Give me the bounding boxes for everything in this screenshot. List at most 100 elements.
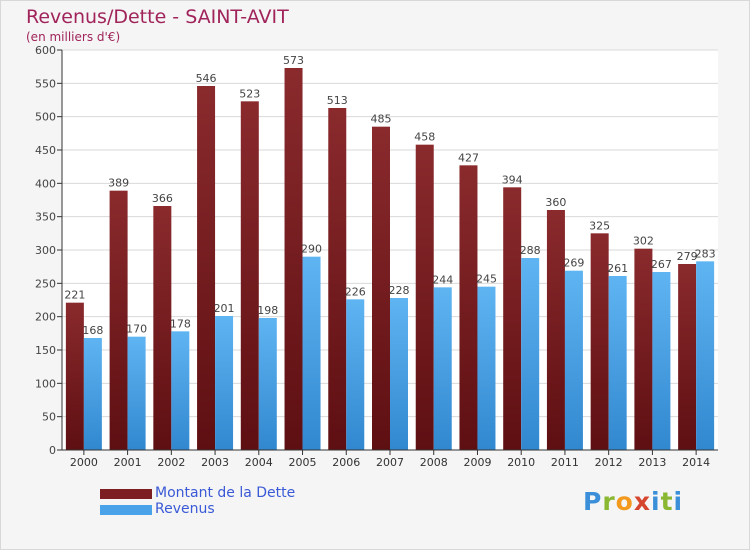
data-label-revenue: 269 [563,257,584,270]
bar-debt [678,264,697,450]
data-label-revenue: 226 [345,285,366,298]
x-tick-label: 2000 [70,456,98,469]
axes-group: 0 50 100 150 200 250 300 350 400 450 500 550 600 2000… [35,44,718,469]
data-label-revenue: 245 [476,273,497,286]
x-tick-label: 2013 [638,456,666,469]
bar-debt [415,144,434,450]
bar-debt [328,108,347,450]
y-tick-label: 0 [49,444,56,457]
proxiti-logo: Proxiti [583,487,683,516]
bars-group [65,68,715,451]
chart-subtitle: (en milliers d'€) [26,30,121,44]
data-label-revenue: 201 [214,302,235,315]
bar-debt [197,86,216,450]
x-tick-label: 2007 [376,456,404,469]
y-tick-label: 200 [35,311,56,324]
bar-revenue [302,256,321,450]
data-label-revenue: 198 [257,304,278,317]
x-tick-label: 2012 [595,456,623,469]
bar-revenue [127,336,146,450]
x-tick-label: 2010 [507,456,535,469]
logo-letter: i [651,487,661,516]
data-label-debt: 279 [677,250,698,263]
y-tick-label: 300 [35,244,56,257]
logo-letter: t [660,487,674,516]
data-label-revenue: 290 [301,243,322,256]
y-tick-label: 400 [35,177,56,190]
bar-debt [284,68,303,450]
bar-debt [546,210,565,450]
bar-revenue [258,318,277,450]
y-tick-label: 250 [35,277,56,290]
data-label-revenue: 283 [695,247,716,260]
data-labels-group: 221 168 389 170 366 178 546 201 523 198 573 290 513 2… [64,54,715,337]
bar-revenue [477,286,496,450]
bar-revenue [521,258,540,450]
chart-title: Revenus/Dette - SAINT-AVIT [26,6,289,28]
bar-debt [109,190,128,450]
data-label-debt: 458 [414,131,435,144]
x-tick-label: 2001 [114,456,142,469]
x-tick-label: 2004 [245,456,273,469]
x-tick-label: 2011 [551,456,579,469]
data-label-revenue: 178 [170,317,191,330]
bar-revenue [346,299,365,450]
data-label-debt: 360 [545,196,566,209]
data-label-debt: 523 [239,87,260,100]
data-label-debt: 221 [64,289,85,302]
x-tick-label: 2003 [201,456,229,469]
data-label-revenue: 267 [651,258,672,271]
data-label-revenue: 228 [389,284,410,297]
bar-debt [372,126,390,451]
bar-revenue [390,298,408,450]
y-tick-label: 600 [35,44,56,57]
y-tick-label: 50 [42,411,56,424]
legend-label-debt: Montant de la Dette [155,485,296,501]
y-tick-label: 450 [35,144,56,157]
data-label-debt: 513 [327,94,348,107]
x-tick-label: 2008 [420,456,448,469]
bar-revenue [215,316,234,450]
legend-label-revenue: Revenus [155,501,215,517]
bar-revenue [433,287,452,450]
logo-letter: o [615,487,634,516]
legend-swatch-debt [100,489,152,499]
bar-revenue [696,261,715,450]
y-tick-label: 100 [35,377,56,390]
data-label-debt: 389 [108,177,129,190]
bar-debt [240,101,259,450]
bar-revenue [608,276,627,450]
data-label-debt: 325 [589,219,610,232]
bar-debt [65,302,84,450]
bar-debt [634,248,653,450]
data-label-debt: 485 [371,113,392,126]
data-label-debt: 394 [502,173,523,186]
bar-debt [153,206,172,450]
logo-letter: x [633,487,651,516]
bar-revenue [564,270,583,450]
data-label-revenue: 168 [82,324,103,337]
data-label-revenue: 261 [607,262,628,275]
x-tick-label: 2002 [157,456,185,469]
data-label-debt: 302 [633,235,654,248]
bar-revenue [652,272,671,450]
data-label-revenue: 288 [520,244,541,257]
data-label-debt: 573 [283,54,304,67]
logo-letter: P [583,487,603,516]
bar-revenue [83,338,102,450]
x-tick-label: 2005 [289,456,317,469]
x-tick-label: 2009 [463,456,491,469]
logo-letter: i [673,487,684,516]
y-tick-label: 500 [35,111,56,124]
logo-letter: r [602,487,616,516]
bar-revenue [171,331,190,450]
bar-debt [503,187,522,451]
data-label-debt: 546 [196,72,217,85]
data-label-debt: 427 [458,151,479,164]
y-tick-label: 350 [35,211,56,224]
legend-swatch-revenue [100,505,152,515]
data-label-revenue: 170 [126,323,147,336]
bar-debt [590,233,609,450]
x-tick-label: 2014 [682,456,710,469]
